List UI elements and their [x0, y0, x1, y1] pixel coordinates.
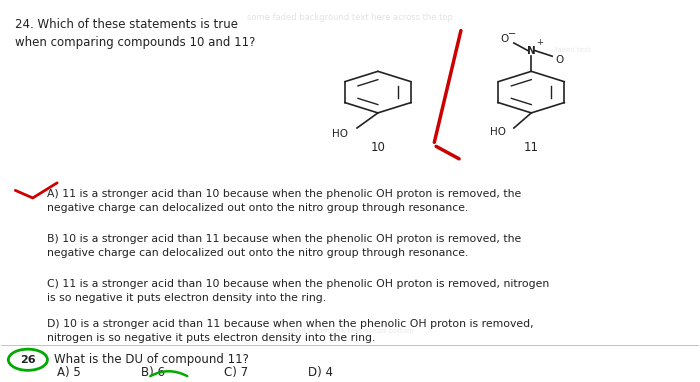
Text: HO: HO — [332, 129, 347, 139]
Text: What is the DU of compound 11?: What is the DU of compound 11? — [54, 353, 248, 366]
Text: A) 5: A) 5 — [57, 366, 81, 379]
Text: 24. Which of these statements is true
when comparing compounds 10 and 11?: 24. Which of these statements is true wh… — [15, 18, 255, 49]
Text: O: O — [500, 34, 509, 44]
Text: C) 7: C) 7 — [225, 366, 248, 379]
Text: 11: 11 — [524, 141, 539, 154]
Text: N: N — [527, 45, 536, 55]
Text: A) 11 is a stronger acid than 10 because when the phenolic OH proton is removed,: A) 11 is a stronger acid than 10 because… — [47, 188, 521, 212]
Text: D) 10 is a stronger acid than 11 because when when the phenolic OH proton is rem: D) 10 is a stronger acid than 11 because… — [47, 319, 533, 343]
Text: −: − — [508, 29, 516, 39]
Text: O: O — [555, 55, 564, 65]
Text: B) 6: B) 6 — [141, 366, 164, 379]
Text: 26: 26 — [20, 355, 36, 365]
Text: faded text: faded text — [555, 47, 591, 53]
Text: HO: HO — [490, 127, 506, 137]
Text: B) 10 is a stronger acid than 11 because when the phenolic OH proton is removed,: B) 10 is a stronger acid than 11 because… — [47, 234, 521, 258]
Text: some faded background text here across the top: some faded background text here across t… — [247, 13, 453, 22]
Text: 10: 10 — [370, 141, 385, 154]
Text: C) 11 is a stronger acid than 10 because when the phenolic OH proton is removed,: C) 11 is a stronger acid than 10 because… — [47, 279, 549, 303]
Text: faded watermark text across bottom: faded watermark text across bottom — [286, 328, 414, 334]
Text: D) 4: D) 4 — [308, 366, 333, 379]
Text: +: + — [536, 39, 543, 47]
